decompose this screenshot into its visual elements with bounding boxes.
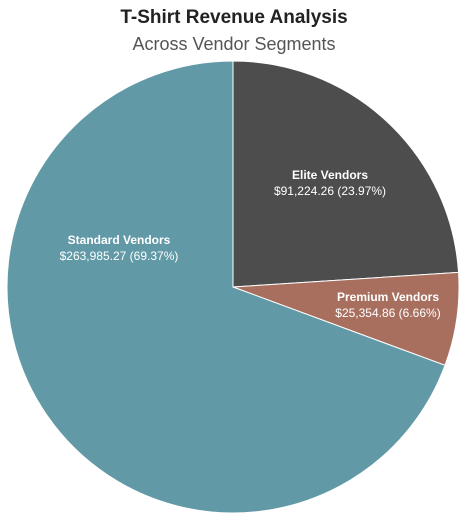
slice-value-label-premium-vendors: $25,354.86 (6.66%) xyxy=(335,306,440,320)
chart-subtitle: Across Vendor Segments xyxy=(132,34,336,54)
slice-label-elite-vendors: Elite Vendors xyxy=(292,168,368,182)
slice-elite-vendors[interactable] xyxy=(232,60,460,288)
chart-header: T-Shirt Revenue Analysis Across Vendor S… xyxy=(0,6,468,56)
slice-label-standard-vendors: Standard Vendors xyxy=(68,233,171,247)
chart-title: T-Shirt Revenue Analysis xyxy=(120,7,348,28)
slice-value-label-elite-vendors: $91,224.26 (23.97%) xyxy=(274,184,386,198)
slice-label-premium-vendors: Premium Vendors xyxy=(337,290,439,304)
slice-value-label-standard-vendors: $263,985.27 (69.37%) xyxy=(60,249,179,263)
slice-standard-vendors[interactable] xyxy=(6,60,446,514)
